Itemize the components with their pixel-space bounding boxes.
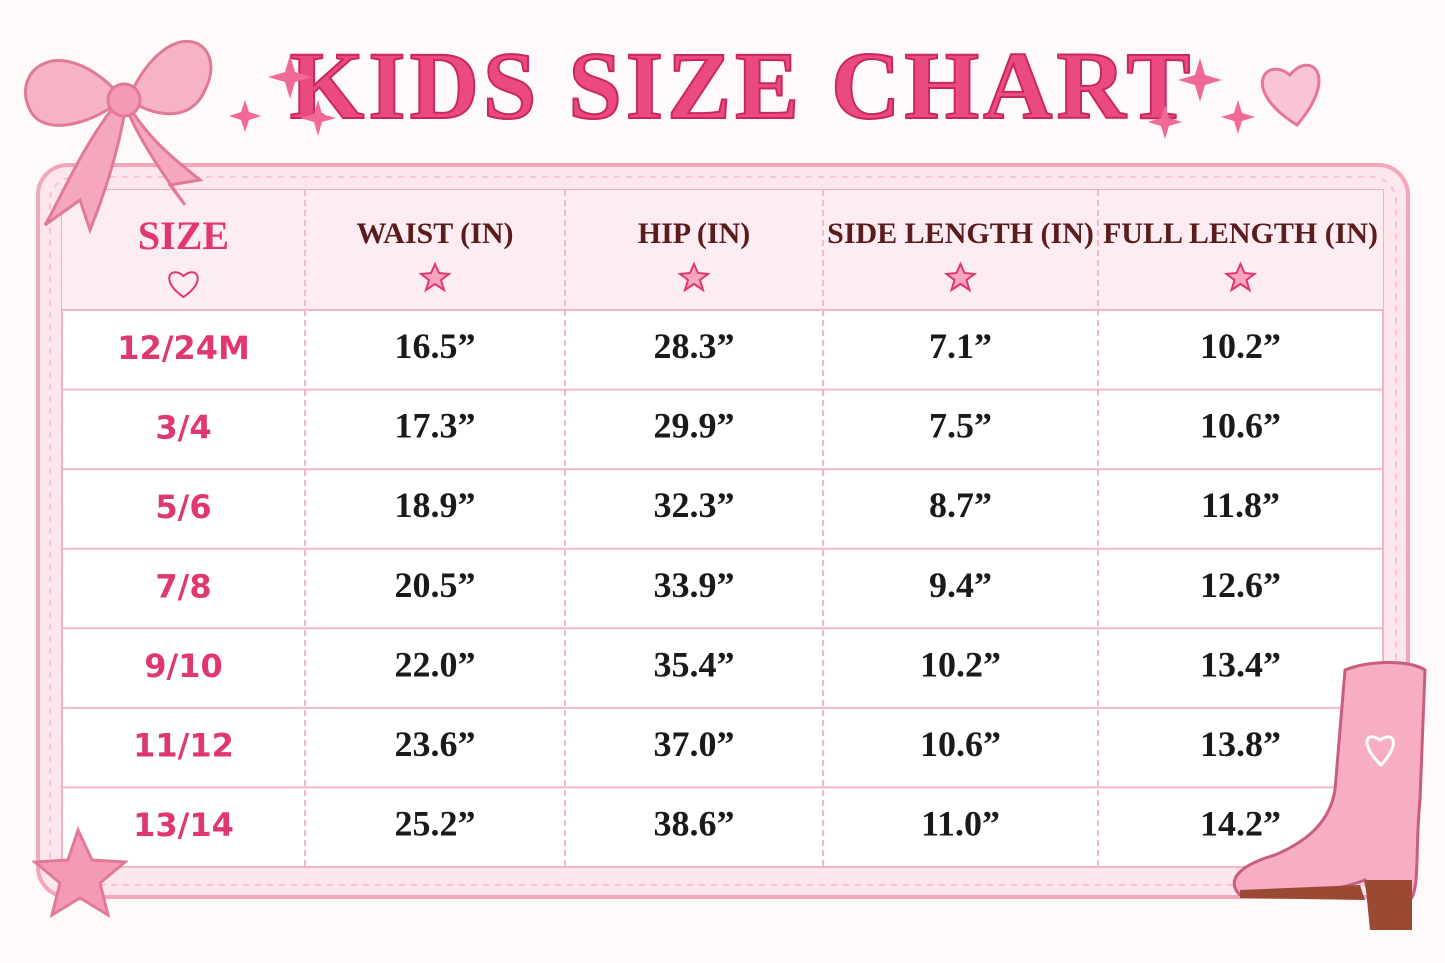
header-heart bbox=[168, 271, 199, 299]
column-header: SIDE LENGTH (IN) bbox=[827, 217, 1094, 250]
scallop-border bbox=[49, 176, 1397, 886]
measurement: 7.5” bbox=[929, 406, 992, 446]
size-label: 12/24M bbox=[117, 329, 250, 367]
measurement: 18.9” bbox=[395, 485, 476, 525]
header-band bbox=[62, 190, 1383, 310]
measurement: 20.5” bbox=[395, 565, 476, 605]
measurement: 9.4” bbox=[929, 565, 992, 605]
size-label: 3/4 bbox=[155, 408, 211, 446]
measurement: 16.5” bbox=[395, 326, 476, 366]
measurement: 25.2” bbox=[395, 803, 476, 843]
measurement: 23.6” bbox=[395, 724, 476, 764]
bow bbox=[24, 39, 213, 235]
measurement: 8.7” bbox=[929, 485, 992, 525]
measurement: 17.3” bbox=[395, 406, 476, 446]
table-cells: SIZE WAIST (IN) HIP (IN) SIDE LENGTH (IN) FU… bbox=[117, 213, 1378, 844]
measurement: 32.3” bbox=[654, 485, 735, 525]
measurement: 10.2” bbox=[1200, 326, 1281, 366]
measurement: 13.4” bbox=[1200, 644, 1281, 684]
measurement: 13.8” bbox=[1200, 724, 1281, 764]
measurement: 28.3” bbox=[654, 326, 735, 366]
header-star bbox=[1223, 261, 1258, 293]
size-label: 11/12 bbox=[133, 727, 234, 765]
measurement: 10.2” bbox=[920, 644, 1001, 684]
header-star bbox=[677, 261, 711, 293]
column-header: FULL LENGTH (IN) bbox=[1103, 217, 1378, 250]
heart bbox=[1261, 63, 1321, 127]
star bbox=[31, 825, 129, 919]
measurement: 10.6” bbox=[920, 724, 1001, 764]
measurement: 37.0” bbox=[654, 724, 735, 764]
measurement: 29.9” bbox=[654, 406, 735, 446]
title: KIDS SIZE CHART bbox=[290, 32, 1195, 139]
column-header: HIP (IN) bbox=[638, 217, 751, 250]
size-label: 7/8 bbox=[155, 568, 211, 606]
column-header: WAIST (IN) bbox=[357, 217, 514, 250]
measurement: 11.8” bbox=[1201, 485, 1280, 525]
measurement: 7.1” bbox=[929, 326, 992, 366]
size-label: 13/14 bbox=[133, 806, 234, 844]
header-star bbox=[943, 261, 978, 293]
measurement: 33.9” bbox=[654, 565, 735, 605]
measurement: 14.2” bbox=[1200, 803, 1281, 843]
size-label: 9/10 bbox=[144, 647, 222, 685]
sparkles bbox=[229, 55, 1255, 139]
measurement: 38.6” bbox=[654, 803, 735, 843]
column-header: SIZE bbox=[138, 213, 229, 258]
measurement: 11.0” bbox=[921, 803, 1000, 843]
measurement: 35.4” bbox=[654, 644, 735, 684]
measurement: 10.6” bbox=[1200, 406, 1281, 446]
boot bbox=[1232, 661, 1427, 930]
table-grid bbox=[62, 190, 1383, 868]
measurement: 22.0” bbox=[395, 644, 476, 684]
size-label: 5/6 bbox=[155, 488, 211, 526]
measurement: 12.6” bbox=[1200, 565, 1281, 605]
header-star bbox=[418, 261, 452, 293]
